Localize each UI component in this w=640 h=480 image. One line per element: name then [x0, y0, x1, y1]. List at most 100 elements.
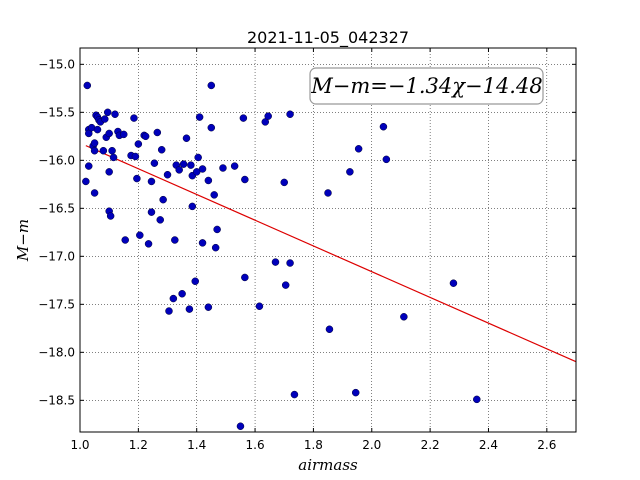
data-point [198, 239, 207, 247]
data-point [130, 114, 138, 122]
data-point [159, 195, 167, 204]
data-point [182, 134, 191, 142]
data-point [144, 240, 153, 248]
data-point [325, 325, 334, 334]
data-point [175, 166, 183, 174]
data-point [211, 243, 220, 252]
data-point [213, 225, 221, 234]
x-tick-label: 1.2 [129, 438, 148, 452]
y-tick-label: −16.5 [38, 201, 75, 215]
data-point [171, 236, 179, 244]
data-point [204, 176, 213, 185]
data-point [207, 123, 216, 132]
data-point [264, 112, 272, 120]
data-point [109, 153, 118, 162]
data-point [147, 208, 156, 216]
data-point [230, 162, 239, 170]
data-point [194, 153, 202, 162]
x-tick-label: 2.6 [537, 438, 556, 452]
data-point [156, 216, 164, 224]
data-point [105, 129, 113, 138]
data-point [324, 189, 332, 197]
x-tick-label: 2.2 [421, 438, 440, 452]
data-point [351, 388, 360, 397]
data-point [82, 177, 90, 186]
data-point [163, 170, 172, 179]
x-tick-label: 1.0 [70, 438, 89, 452]
data-point [255, 302, 264, 310]
data-point [83, 81, 92, 90]
data-point [290, 390, 299, 399]
data-points [82, 81, 481, 430]
axis-ticks [79, 48, 576, 432]
y-tick-label: −18.5 [38, 393, 75, 407]
data-point [133, 174, 141, 183]
data-point [121, 236, 129, 244]
data-point [153, 128, 162, 137]
data-point [195, 113, 204, 121]
tick-labels: 1.0 1.2 1.4 1.6 1.8 2.0 2.2 2.4 2.6 −15.0 −15.5 −16… [38, 57, 556, 452]
data-point [131, 152, 140, 161]
data-point [219, 164, 227, 172]
fit-equation-annotation: M−m=−1.34χ−14.48 [310, 74, 542, 98]
data-point [165, 307, 173, 315]
data-point [103, 108, 112, 117]
data-point [204, 303, 213, 311]
data-point [90, 189, 99, 197]
y-tick-label: −17.0 [38, 249, 75, 263]
data-point [207, 81, 216, 90]
data-point [90, 139, 99, 147]
data-point [473, 395, 481, 404]
data-point [85, 162, 93, 170]
data-point [271, 258, 280, 266]
data-point [90, 146, 99, 155]
data-point [346, 168, 354, 176]
x-tick-label: 2.0 [362, 438, 381, 452]
data-point [400, 313, 408, 321]
data-point [286, 259, 294, 267]
data-point [106, 212, 115, 220]
data-point [147, 177, 156, 186]
x-tick-label: 1.4 [187, 438, 206, 452]
data-point [188, 202, 197, 211]
data-point [120, 130, 128, 139]
y-tick-label: −15.5 [38, 105, 75, 119]
x-tick-label: 1.6 [246, 438, 265, 452]
data-point [379, 122, 388, 131]
data-point [239, 114, 248, 122]
data-point [111, 110, 119, 118]
data-point [150, 159, 159, 167]
data-point [101, 115, 109, 123]
data-point [236, 422, 245, 430]
data-point [286, 110, 294, 118]
data-point [354, 145, 363, 153]
data-point [157, 146, 166, 154]
data-point [179, 160, 188, 168]
data-point [134, 140, 143, 148]
data-point [187, 161, 195, 169]
x-axis-label: airmass [298, 456, 358, 474]
data-point [93, 125, 102, 134]
annotation-box [309, 67, 544, 105]
data-point [169, 294, 178, 303]
chart-title: 2021-11-05_042327 [247, 28, 409, 48]
x-tick-label: 1.8 [304, 438, 323, 452]
data-point [281, 281, 290, 289]
y-tick-label: −18.0 [38, 345, 75, 359]
data-point [99, 146, 108, 155]
plot-frame [79, 47, 577, 433]
grid-lines [80, 48, 576, 432]
y-tick-label: −16.0 [38, 153, 75, 167]
data-point [449, 279, 458, 287]
data-point [382, 155, 391, 164]
data-point [178, 290, 186, 298]
data-point [241, 175, 249, 184]
data-point [241, 273, 249, 282]
fit-line [85, 145, 577, 363]
data-point [280, 178, 288, 187]
y-tick-label: −15.0 [38, 57, 75, 71]
x-tick-label: 2.4 [479, 438, 498, 452]
data-point [198, 165, 207, 173]
data-point [210, 191, 218, 199]
